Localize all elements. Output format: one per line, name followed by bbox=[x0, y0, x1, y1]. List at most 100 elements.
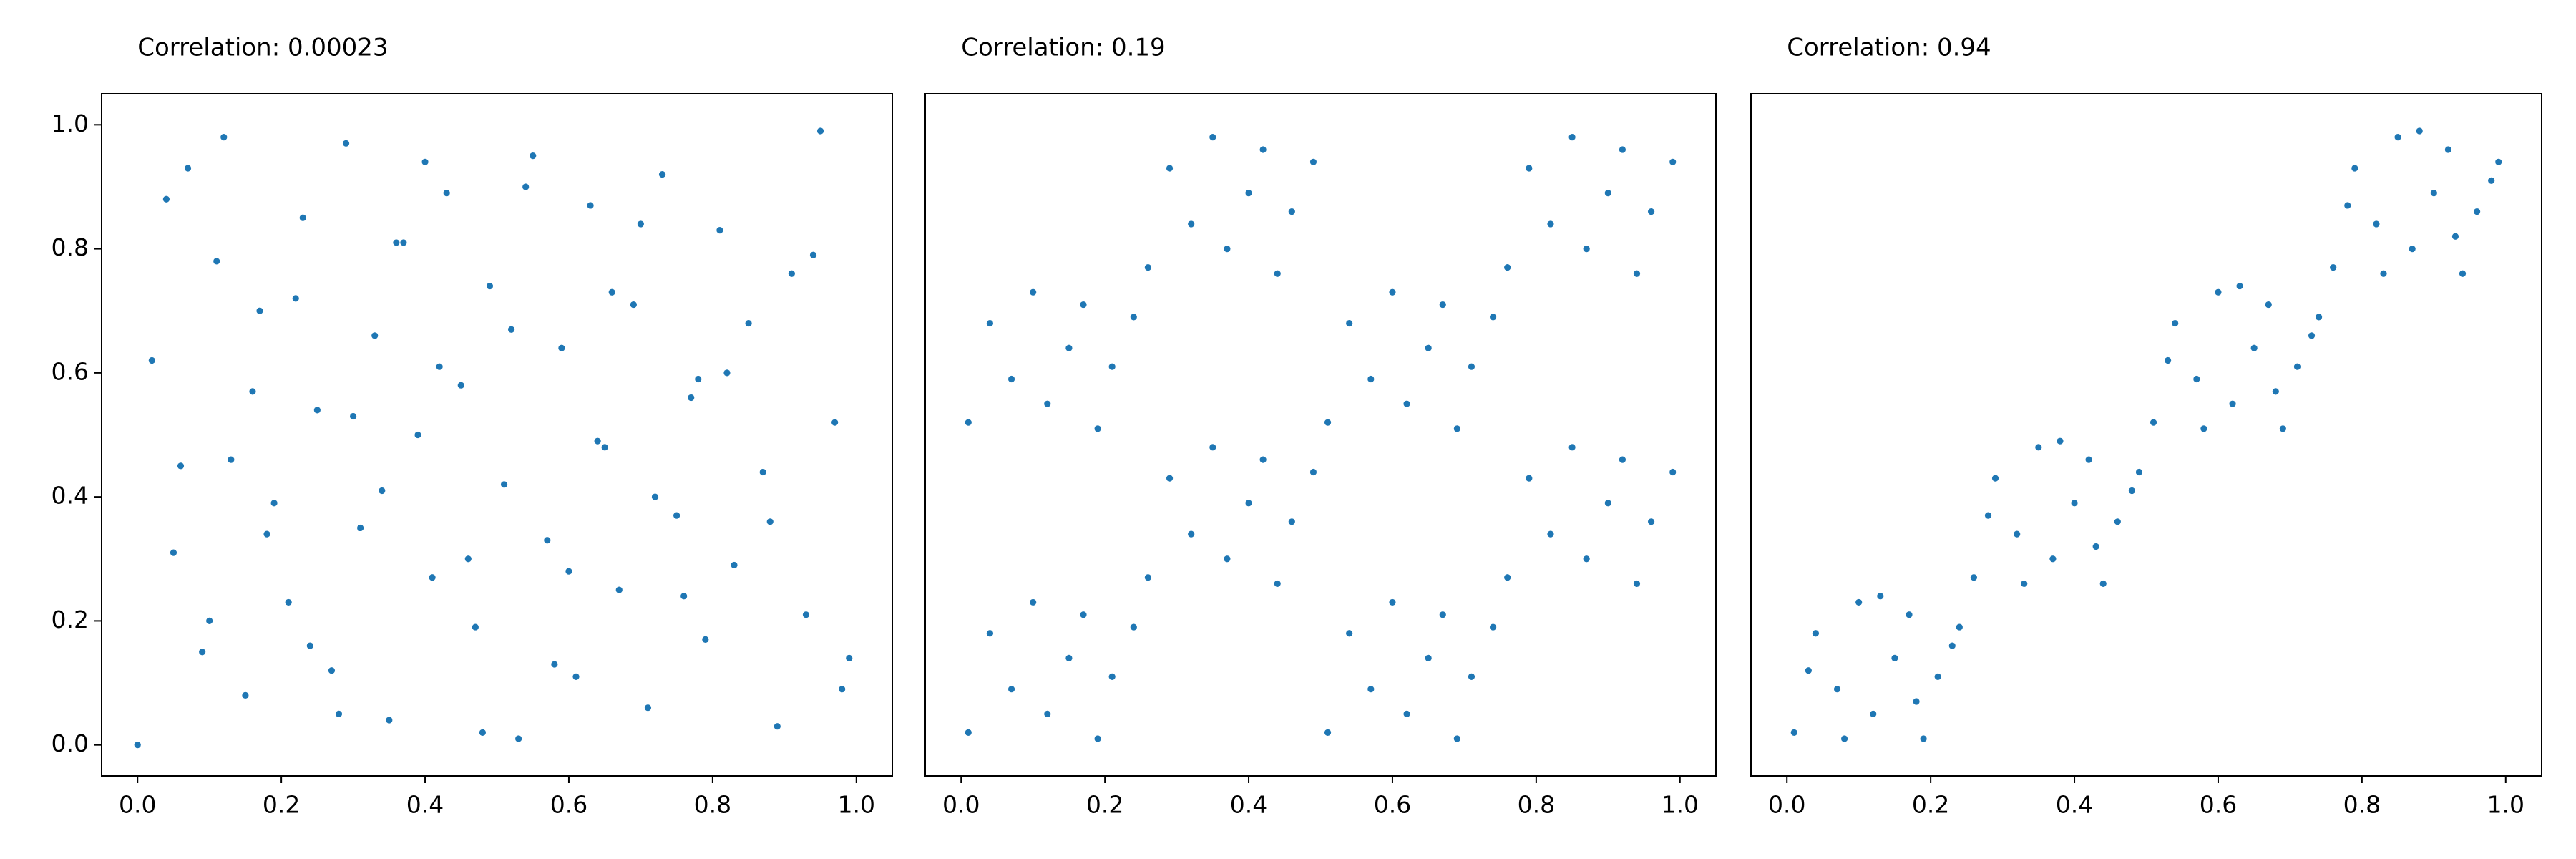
point bbox=[1504, 574, 1511, 581]
point bbox=[1906, 611, 1913, 618]
point bbox=[1934, 673, 1941, 680]
point bbox=[702, 636, 709, 644]
x-tick-label: 0.8 bbox=[2343, 791, 2381, 819]
point bbox=[630, 301, 637, 309]
point bbox=[472, 623, 479, 631]
point bbox=[1633, 580, 1641, 588]
point bbox=[1080, 611, 1087, 618]
point bbox=[1833, 686, 1841, 693]
point bbox=[1669, 468, 1677, 476]
point bbox=[1840, 735, 1848, 742]
chart-title: Correlation: 0.94 bbox=[1787, 34, 1991, 62]
point bbox=[802, 611, 810, 618]
point bbox=[2049, 555, 2057, 563]
point bbox=[1044, 710, 1051, 717]
point bbox=[1144, 263, 1152, 271]
axes-frame bbox=[1750, 93, 2542, 777]
point bbox=[1094, 735, 1101, 742]
point bbox=[313, 407, 321, 414]
point bbox=[421, 158, 429, 165]
point bbox=[965, 419, 972, 426]
point bbox=[2135, 468, 2143, 476]
point bbox=[162, 195, 170, 203]
point bbox=[1367, 375, 1375, 383]
point bbox=[986, 319, 994, 327]
point bbox=[1245, 500, 1252, 507]
point bbox=[2265, 301, 2272, 309]
point bbox=[1526, 165, 1533, 172]
point bbox=[788, 270, 795, 277]
point bbox=[766, 518, 774, 525]
point bbox=[1346, 319, 1353, 327]
point bbox=[1425, 344, 1432, 351]
point bbox=[544, 537, 551, 544]
point bbox=[1568, 444, 1576, 451]
point bbox=[1309, 468, 1317, 476]
point bbox=[2035, 444, 2042, 451]
point bbox=[551, 661, 558, 668]
x-tick-label: 0.4 bbox=[2056, 791, 2093, 819]
point bbox=[328, 667, 336, 674]
point bbox=[270, 500, 278, 507]
point bbox=[1309, 158, 1317, 165]
point bbox=[587, 202, 594, 209]
x-tick-label: 0.4 bbox=[406, 791, 444, 819]
point bbox=[1647, 208, 1655, 215]
point bbox=[486, 282, 494, 290]
point bbox=[249, 388, 256, 395]
x-tick-label: 0.2 bbox=[1086, 791, 1123, 819]
point bbox=[256, 307, 263, 314]
point bbox=[170, 549, 177, 556]
point bbox=[673, 512, 680, 519]
point bbox=[2114, 518, 2121, 525]
point bbox=[1547, 530, 1554, 538]
point bbox=[206, 617, 213, 625]
x-tick-label: 0.2 bbox=[1912, 791, 1949, 819]
point bbox=[1956, 623, 1963, 631]
point bbox=[2380, 270, 2387, 277]
point bbox=[2351, 165, 2358, 172]
point bbox=[1604, 500, 1611, 507]
x-tick-label: 0.4 bbox=[1230, 791, 1267, 819]
point bbox=[2394, 134, 2401, 141]
point bbox=[1504, 263, 1511, 271]
point bbox=[839, 686, 846, 693]
x-tick-label: 1.0 bbox=[838, 791, 875, 819]
point bbox=[558, 344, 565, 351]
point bbox=[2150, 419, 2157, 426]
point bbox=[1403, 400, 1410, 407]
point bbox=[658, 171, 666, 178]
point bbox=[1108, 673, 1116, 680]
point bbox=[379, 487, 386, 495]
point bbox=[292, 295, 299, 302]
point bbox=[1604, 190, 1611, 197]
chart-title: Correlation: 0.00023 bbox=[137, 34, 388, 62]
chart-title: Correlation: 0.19 bbox=[961, 34, 1165, 62]
point bbox=[1583, 245, 1590, 253]
point bbox=[1877, 593, 1884, 600]
point bbox=[1130, 623, 1137, 631]
point bbox=[1619, 456, 1626, 463]
point bbox=[357, 524, 364, 532]
point bbox=[1259, 456, 1267, 463]
point bbox=[1224, 555, 1231, 563]
point bbox=[1425, 654, 1432, 661]
point bbox=[1920, 735, 1927, 742]
point bbox=[2085, 456, 2092, 463]
point bbox=[565, 568, 572, 575]
point bbox=[831, 419, 839, 426]
point bbox=[1166, 475, 1174, 482]
x-tick-label: 0.8 bbox=[694, 791, 731, 819]
point bbox=[1030, 288, 1037, 296]
point bbox=[515, 735, 522, 742]
point bbox=[2344, 202, 2351, 209]
point bbox=[2014, 530, 2021, 538]
point bbox=[1288, 518, 1295, 525]
point bbox=[1583, 555, 1590, 563]
x-tick-label: 0.0 bbox=[1768, 791, 1805, 819]
point bbox=[306, 642, 313, 649]
point bbox=[443, 190, 450, 197]
point bbox=[2128, 487, 2136, 495]
x-tick-label: 0.8 bbox=[1518, 791, 1555, 819]
point bbox=[651, 493, 659, 500]
